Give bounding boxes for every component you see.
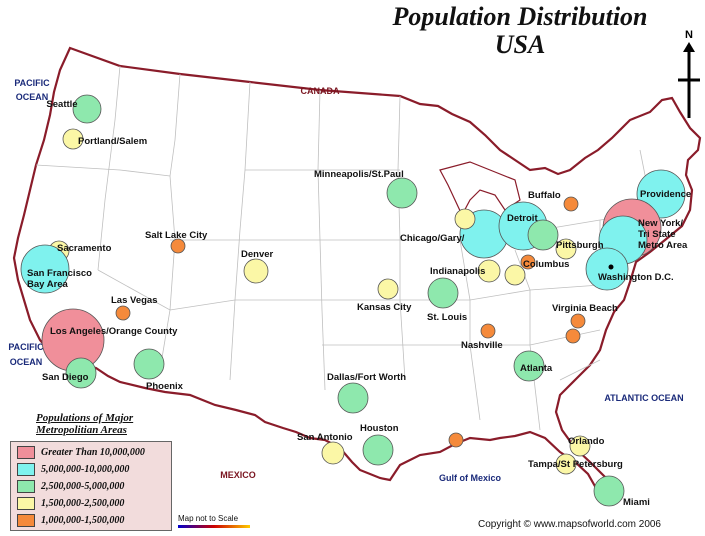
city-marker-jacksonville (448, 432, 464, 448)
city-marker-denver (243, 258, 269, 284)
city-marker-buffalo (563, 196, 579, 212)
city-label: Sacramento (57, 243, 112, 254)
city-label: San Diego (42, 372, 89, 383)
city-marker-phoenix (133, 348, 165, 380)
city-label: Chicago/Gary/ (400, 233, 465, 244)
legend-swatch (17, 480, 35, 493)
city-marker-milwaukee (454, 208, 476, 230)
city-label: Tri State (638, 229, 676, 240)
city-marker-kansas-city (377, 278, 399, 300)
city-label: San Antonio (297, 432, 353, 443)
city-markers: Seattle Portland/Salem Sacramento San Franc… (20, 94, 691, 508)
legend-swatch (17, 446, 35, 459)
scale-note: Map not to Scale (178, 514, 239, 523)
city-marker-minneapolis-st-paul (386, 177, 418, 209)
legend-swatch (17, 463, 35, 476)
city-label: Los Angeles/Orange County (50, 326, 178, 337)
city-marker-indianapolis (477, 259, 501, 283)
city-marker-columbus (520, 254, 536, 270)
map-title-line-1: Population Distribution (392, 2, 648, 31)
city-label: Bay Area (27, 279, 69, 290)
city-label: Kansas City (357, 302, 412, 313)
city-label: Minneapolis/St.Paul (314, 169, 404, 180)
scale-bar (178, 525, 250, 528)
pacific-ocean-bottom-label-1: PACIFIC (8, 342, 44, 352)
city-label: Salt Lake City (145, 230, 208, 241)
city-label: Columbus (523, 259, 569, 270)
city-label: Denver (241, 249, 274, 260)
city-marker-houston (362, 434, 394, 466)
city-label: Phoenix (146, 381, 184, 392)
pacific-ocean-bottom-label-2: OCEAN (10, 357, 43, 367)
legend-item: 1,500,000-2,500,000 (17, 497, 124, 511)
city-label: Providence (640, 189, 691, 200)
city-label: Indianapolis (430, 266, 485, 277)
city-label: Dallas/Fort Worth (327, 372, 406, 383)
city-marker-charlotte (565, 328, 581, 344)
city-label: Seattle (46, 99, 77, 110)
city-label: Houston (360, 423, 399, 434)
capital-star-icon (608, 264, 614, 270)
city-label: Buffalo (528, 190, 561, 201)
city-label: New York/ (638, 218, 683, 229)
map-title-line-2: USA (494, 30, 546, 59)
canada-label: CANADA (301, 86, 340, 96)
city-marker-miami (593, 475, 625, 507)
city-label: Metro Area (638, 240, 688, 251)
city-label: Miami (623, 497, 650, 508)
city-label: Portland/Salem (78, 136, 147, 147)
legend-title: Populations of Major Metropolitian Areas (36, 412, 133, 436)
city-label: Tampa/St Petersburg (528, 459, 623, 470)
city-marker-salt-lake-city (170, 238, 186, 254)
city-marker-orlando (569, 435, 591, 457)
compass-label: N (685, 29, 693, 41)
great-lakes (439, 161, 521, 217)
city-label: Pittsburgh (556, 240, 604, 251)
city-label: Orlando (568, 436, 605, 447)
city-label: Nashville (461, 340, 503, 351)
legend-item: 5,000,000-10,000,000 (17, 463, 129, 477)
city-marker-seattle (72, 94, 102, 124)
city-marker-pittsburgh (555, 238, 577, 260)
city-label: Detroit (507, 213, 538, 224)
city-label: St. Louis (427, 312, 467, 323)
legend-swatch (17, 497, 35, 510)
city-marker-nashville (480, 323, 496, 339)
legend: Greater Than 10,000,000 5,000,000-10,000… (10, 441, 172, 531)
city-label: Atlanta (520, 363, 553, 374)
city-marker-san-francisco (20, 244, 70, 294)
city-marker-las-vegas (115, 305, 131, 321)
legend-item: 1,000,000-1,500,000 (17, 514, 124, 528)
legend-title-line-2: Metropolitian Areas (36, 424, 127, 436)
mexico-label: MEXICO (220, 470, 256, 480)
city-marker-virginia-beach (570, 313, 586, 329)
city-marker-st-louis (427, 277, 459, 309)
gulf-of-mexico-label: Gulf of Mexico (439, 473, 502, 483)
city-marker-san-antonio (321, 441, 345, 465)
city-marker-dallas-fort-worth (337, 382, 369, 414)
city-marker-san-diego (65, 357, 97, 389)
pacific-ocean-top-label-2: OCEAN (16, 92, 49, 102)
legend-item: Greater Than 10,000,000 (17, 446, 145, 460)
north-arrow-icon (678, 42, 700, 118)
city-marker-cleveland (527, 219, 559, 251)
legend-swatch (17, 514, 35, 527)
legend-title-line-1: Populations of Major (36, 412, 134, 424)
copyright: Copyright © www.mapsofworld.com 2006 (478, 519, 661, 530)
city-label: Virginia Beach (552, 303, 618, 314)
city-label: San Francisco (27, 268, 92, 279)
legend-item: 2,500,000-5,000,000 (17, 480, 124, 494)
pacific-ocean-top-label-1: PACIFIC (14, 78, 50, 88)
atlantic-ocean-label: ATLANTIC OCEAN (604, 393, 683, 403)
city-marker-atlanta (513, 350, 545, 382)
city-marker-tampa-st-petersburg (555, 453, 577, 475)
city-label: Las Vegas (111, 295, 157, 306)
city-marker-washington-d-c (585, 247, 629, 291)
city-label: Washington D.C. (598, 272, 674, 283)
city-marker-cincinnati (504, 264, 526, 286)
city-marker-portland-salem (62, 128, 84, 150)
